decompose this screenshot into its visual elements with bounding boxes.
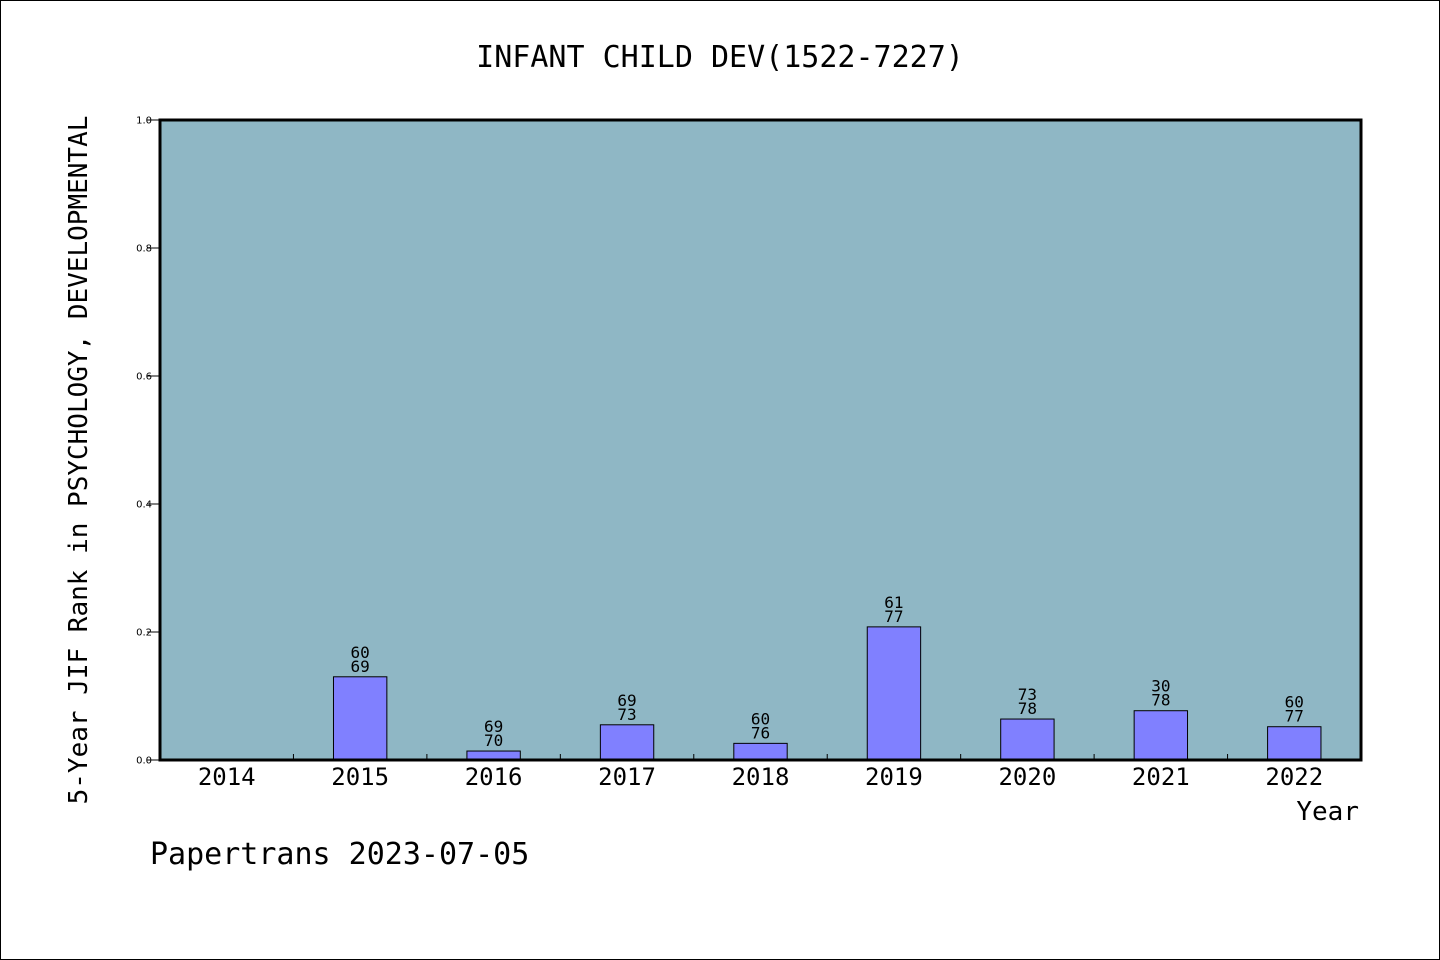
x-axis: 2014 2015 2016 2017 2018 2019 2020 2021 2022 bbox=[198, 754, 1323, 791]
bar-annotation: 61 bbox=[884, 593, 903, 612]
bar-annotation: 69 bbox=[617, 691, 636, 710]
bars-layer bbox=[332, 626, 1322, 761]
x-tick-label: 2019 bbox=[865, 763, 923, 791]
bar-annotation: 78 bbox=[1018, 699, 1037, 718]
bar-annotation: 77 bbox=[884, 607, 903, 626]
y-tick-label: 0.0 bbox=[136, 756, 152, 767]
y-axis-label: 5-Year JIF Rank in PSYCHOLOGY, DEVELOPME… bbox=[64, 116, 94, 805]
bar-annotation: 69 bbox=[351, 657, 370, 676]
bar-annotation: 60 bbox=[1285, 693, 1304, 712]
y-tick-label: 0.2 bbox=[136, 628, 152, 639]
bar-annotation: 76 bbox=[751, 723, 770, 742]
x-tick-label: 2015 bbox=[331, 763, 389, 791]
bar-2020 bbox=[1000, 718, 1055, 761]
bar-annotation: 60 bbox=[351, 643, 370, 662]
bar-annotation: 60 bbox=[751, 709, 770, 728]
plot-area bbox=[160, 120, 1361, 760]
bar-annotation: 70 bbox=[484, 731, 503, 750]
bar-2015 bbox=[332, 676, 388, 761]
y-tick-label: 0.4 bbox=[136, 500, 152, 511]
bar-annotation: 30 bbox=[1151, 677, 1170, 696]
y-tick-label: 0.8 bbox=[136, 244, 152, 255]
x-tick-label: 2022 bbox=[1265, 763, 1323, 791]
y-tick-label: 1.0 bbox=[136, 116, 152, 127]
bar-annotation: 73 bbox=[617, 705, 636, 724]
chart-title: INFANT CHILD DEV(1522-7227) bbox=[476, 40, 964, 75]
bar-2017 bbox=[599, 724, 655, 761]
x-tick-label: 2021 bbox=[1132, 763, 1190, 791]
bar-annotation: 78 bbox=[1151, 691, 1170, 710]
x-tick-label: 2016 bbox=[465, 763, 523, 791]
footer-watermark: Papertrans 2023-07-05 bbox=[150, 837, 529, 872]
bar-2019 bbox=[866, 626, 922, 761]
bar-annotation: 77 bbox=[1285, 707, 1304, 726]
bar-annotation: 69 bbox=[484, 717, 503, 736]
y-tick-label: 0.6 bbox=[136, 372, 152, 383]
x-tick-label: 2020 bbox=[998, 763, 1056, 791]
bar-2021 bbox=[1133, 710, 1189, 761]
x-tick-label: 2018 bbox=[732, 763, 790, 791]
x-tick-label: 2014 bbox=[198, 763, 256, 791]
bar-2018 bbox=[733, 742, 788, 761]
y-axis: 0.0 0.2 0.4 0.6 0.8 1.0 bbox=[136, 116, 160, 767]
bar-annotation: 73 bbox=[1018, 685, 1037, 704]
x-tick-label: 2017 bbox=[598, 763, 656, 791]
bar-2022 bbox=[1267, 726, 1322, 761]
x-axis-label: Year bbox=[1296, 797, 1359, 827]
plot-frame bbox=[158, 118, 1363, 762]
